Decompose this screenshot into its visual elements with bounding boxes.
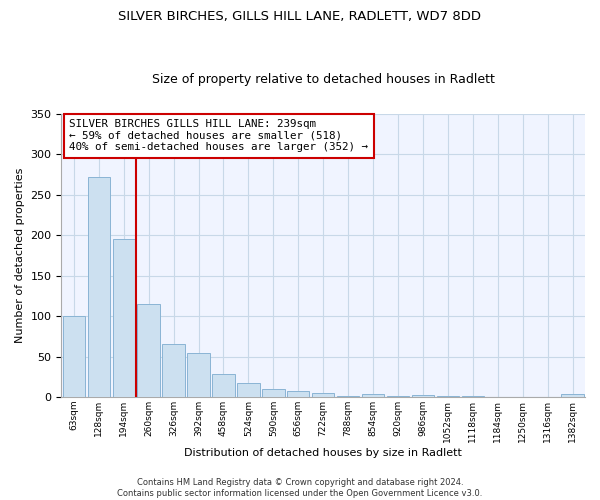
X-axis label: Distribution of detached houses by size in Radlett: Distribution of detached houses by size … (184, 448, 462, 458)
Bar (337, 396, 359, 397)
Bar (412, 396, 434, 397)
Bar (62, 316, 85, 397)
Text: SILVER BIRCHES, GILLS HILL LANE, RADLETT, WD7 8DD: SILVER BIRCHES, GILLS HILL LANE, RADLETT… (119, 10, 482, 23)
Bar (437, 396, 459, 397)
Bar (113, 239, 135, 397)
Bar (287, 390, 310, 397)
Bar (387, 396, 409, 397)
Text: SILVER BIRCHES GILLS HILL LANE: 239sqm
← 59% of detached houses are smaller (518: SILVER BIRCHES GILLS HILL LANE: 239sqm ←… (69, 119, 368, 152)
Bar (88, 176, 110, 397)
Title: Size of property relative to detached houses in Radlett: Size of property relative to detached ho… (152, 73, 494, 86)
Bar (137, 304, 160, 397)
Text: Contains HM Land Registry data © Crown copyright and database right 2024.
Contai: Contains HM Land Registry data © Crown c… (118, 478, 482, 498)
Bar (212, 374, 235, 397)
Bar (163, 344, 185, 397)
Bar (362, 394, 384, 397)
Bar (262, 389, 284, 397)
Bar (562, 394, 584, 397)
Y-axis label: Number of detached properties: Number of detached properties (15, 168, 25, 343)
Bar (187, 354, 210, 397)
Bar (312, 393, 334, 397)
Bar (461, 396, 484, 397)
Bar (237, 384, 260, 397)
